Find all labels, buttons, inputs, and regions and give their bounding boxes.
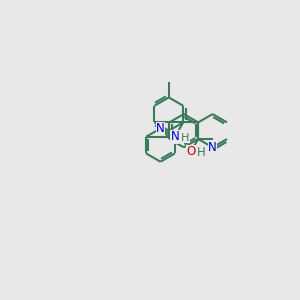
Text: N: N (170, 130, 179, 143)
Text: H: H (182, 133, 190, 143)
Text: H: H (197, 146, 206, 159)
Text: N: N (208, 141, 217, 154)
Text: O: O (186, 146, 195, 158)
Text: N: N (156, 122, 165, 135)
